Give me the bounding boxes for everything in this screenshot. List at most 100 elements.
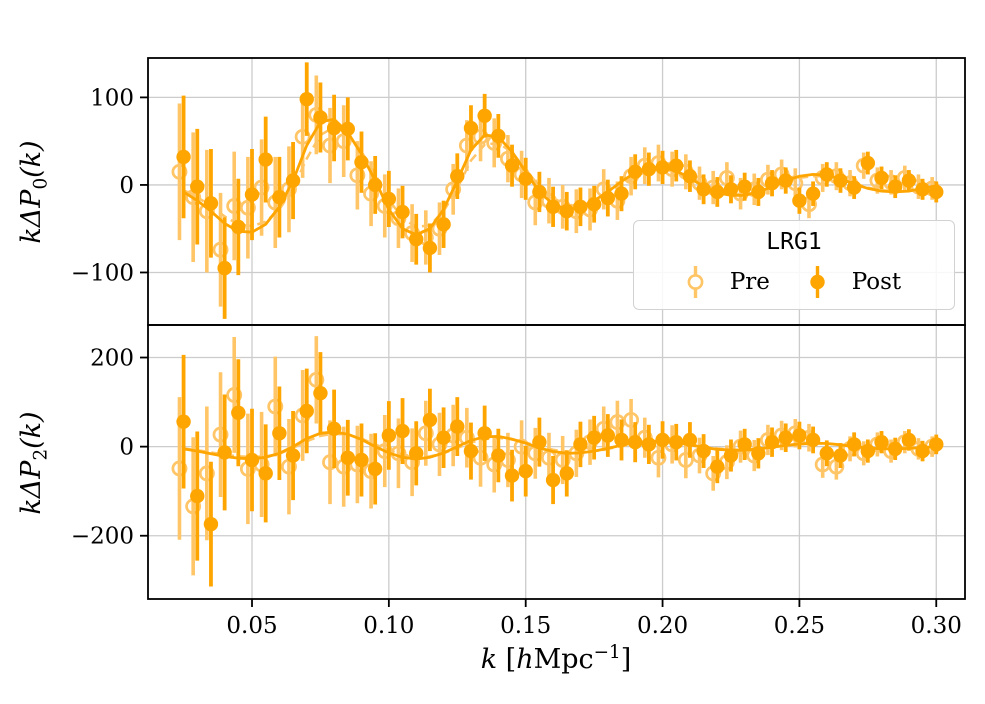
post-marker (409, 446, 424, 461)
ylabel-top-main: kΔP (16, 189, 47, 244)
post-marker (272, 189, 287, 205)
post-marker (450, 419, 465, 434)
x-axis-label: k [hMpc−1] (356, 642, 756, 675)
pre-marker (349, 167, 366, 184)
post-marker (723, 182, 739, 197)
post-marker (518, 463, 533, 479)
post-marker (504, 158, 520, 173)
pre-marker (623, 411, 640, 428)
post-marker (846, 180, 862, 195)
post-marker (436, 217, 451, 232)
post-marker (436, 430, 451, 445)
post-marker (559, 466, 574, 481)
y-axis-label-bottom: kΔP2(k) (16, 333, 52, 593)
post-marker (491, 128, 506, 144)
post-marker (299, 91, 314, 107)
post-marker (737, 179, 752, 194)
post-marker (272, 426, 287, 441)
pre-marker (212, 426, 229, 443)
post-marker (710, 184, 725, 200)
post-marker (381, 191, 397, 207)
post-marker (751, 184, 766, 200)
post-marker (874, 434, 889, 450)
pre-marker (472, 449, 489, 466)
post-marker (244, 187, 260, 202)
pre-marker (322, 454, 338, 471)
ylabel-bottom-sub: 2 (30, 448, 52, 461)
model-curve-pre (183, 125, 937, 229)
model-curve-pre (183, 432, 937, 459)
post-marker (860, 155, 876, 171)
legend-label-pre: Pre (729, 269, 770, 296)
pre-marker (417, 425, 434, 442)
post-marker (422, 412, 438, 428)
post-marker (231, 219, 246, 235)
pre-marker (239, 199, 256, 216)
post-marker (463, 120, 479, 136)
post-marker (190, 488, 205, 504)
pre-marker (458, 429, 475, 446)
post-marker (655, 432, 670, 448)
post-marker (614, 186, 629, 201)
post-marker (532, 434, 547, 450)
pre-marker (171, 460, 188, 477)
post-marker (751, 446, 766, 461)
post-marker (641, 161, 657, 177)
post-marker (340, 450, 356, 465)
post-marker (203, 196, 219, 211)
post-marker (778, 173, 793, 188)
post-marker (874, 170, 889, 186)
post-marker (326, 421, 342, 437)
post-marker (258, 466, 273, 481)
post-marker (504, 468, 520, 483)
legend-label-post: Post (851, 269, 902, 296)
post-marker (381, 428, 397, 443)
bottom-panel: −200 0 200 0.05 0.10 0.15 0.20 0.25 0.30 (71, 324, 966, 639)
post-marker (326, 120, 342, 136)
x-tick-label: 0.10 (363, 613, 414, 639)
post-marker (614, 432, 629, 448)
pre-marker (294, 128, 311, 145)
post-marker (627, 164, 643, 180)
post-marker (367, 461, 383, 477)
post-marker (723, 448, 739, 463)
post-marker (313, 385, 328, 401)
post-marker (340, 121, 356, 137)
post-marker (669, 158, 684, 173)
post-marker (805, 186, 821, 201)
post-marker (573, 437, 588, 452)
y-tick-label: 200 (90, 346, 134, 372)
xlabel-h: h (516, 644, 534, 675)
post-marker (888, 179, 903, 194)
post-marker (846, 437, 862, 452)
post-marker (792, 193, 807, 208)
post-marker (491, 448, 506, 463)
post-marker (696, 443, 711, 459)
y-tick-label: −200 (71, 524, 134, 550)
post-marker (682, 432, 698, 448)
xlabel-exponent: −1 (593, 642, 621, 663)
post-marker (655, 160, 670, 175)
post-marker (450, 168, 465, 184)
post-marker (929, 437, 944, 452)
xlabel-close-bracket: ] (620, 644, 632, 675)
post-marker (819, 167, 834, 182)
post-marker (627, 434, 643, 450)
x-tick-label: 0.20 (637, 613, 688, 639)
pre-marker (513, 438, 530, 455)
post-marker (176, 414, 191, 429)
x-tick-label: 0.25 (774, 613, 825, 639)
ylabel-top-sub: 0 (30, 177, 52, 190)
y-tick-label: 0 (119, 435, 134, 461)
post-marker (409, 232, 424, 247)
pre-marker (198, 465, 215, 482)
post-marker (819, 446, 834, 461)
ylabel-bottom-tail: (k) (16, 411, 47, 449)
post-marker (367, 177, 383, 193)
post-marker (764, 434, 780, 450)
post-marker (641, 437, 657, 452)
pre-marker (650, 449, 667, 466)
pre-marker (212, 241, 229, 258)
top-panel: −100 0 100 (71, 57, 966, 326)
